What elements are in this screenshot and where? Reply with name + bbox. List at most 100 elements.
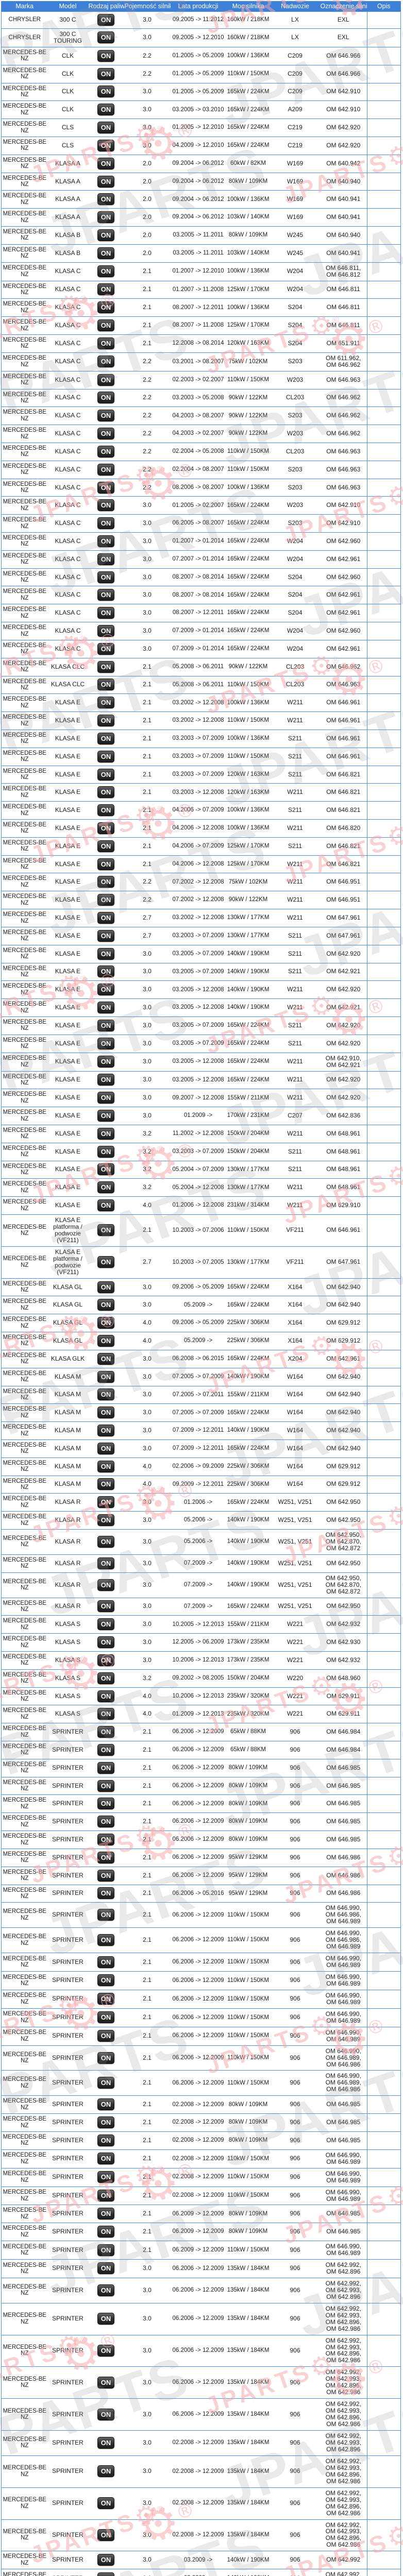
engine-cell: EXL (320, 28, 367, 47)
fuel-type-badge: ON (97, 1019, 115, 1031)
power-cell: 110kW / 150KM (226, 64, 271, 83)
fuel-type-badge: ON (97, 481, 115, 494)
fuel-cell: ON (88, 1597, 124, 1616)
fuel-cell: ON (88, 334, 124, 353)
engine-cell: OM 642.961 (320, 639, 367, 658)
years-cell: 03.2003 -> 12.2008 (170, 783, 226, 802)
opis-cell (367, 1633, 401, 1652)
years-cell: 07.2009 -> (170, 1572, 226, 1598)
fuel-type-badge: ON (97, 1478, 115, 1490)
marka-cell: MERCEDES-BENZ (1, 1385, 48, 1404)
opis-cell (367, 478, 401, 497)
capacity-cell: 2.2 (124, 891, 171, 909)
table-row: MERCEDES-BENZ SPRINTER ON 2.1 06.2006 -> 12.… (1, 1831, 401, 1849)
power-cell: 110kW / 150KM (226, 442, 271, 461)
power-cell: 110kW / 150KM (226, 2026, 271, 2046)
fuel-type-badge: ON (97, 1145, 115, 1158)
table-row: MERCEDES-BENZ KLASA C ON 3.0 08.2007 -> 08.2… (1, 568, 401, 586)
model-cell: CLK (47, 46, 88, 65)
body-cell: W211 (270, 1196, 320, 1215)
model-cell: KLASA E (47, 1160, 88, 1179)
table-row: MERCEDES-BENZ KLASA C ON 2.2 03.2003 -> 05.2… (1, 388, 401, 407)
years-cell: 03.2005 -> 03.2010 (170, 100, 226, 119)
table-row: MERCEDES-BENZ KLASA C ON 2.2 04.2003 -> 08.2… (1, 406, 401, 425)
fuel-type-badge: ON (97, 2208, 115, 2220)
power-cell: 225kW / 306KM (226, 1457, 271, 1476)
table-row: MERCEDES-BENZ KLASA E ON 3.0 03.2005 -> 12.2… (1, 1071, 401, 1089)
years-cell: 04.2006 -> 12.2008 (170, 819, 226, 838)
model-cell: KLASA M (47, 1367, 88, 1386)
table-row: MERCEDES-BENZ SPRINTER ON 3.0 02.2008 -> 12.… (1, 2455, 401, 2488)
table-row: MERCEDES-BENZ KLASA E ON 2.1 04.2006 -> 12.2… (1, 855, 401, 873)
fuel-type-badge: ON (97, 392, 115, 404)
years-cell: 09.2004 -> 06.2012 (170, 172, 226, 191)
capacity-cell: 2.1 (124, 1953, 171, 1972)
marka-cell: MERCEDES-BENZ (1, 496, 48, 515)
engine-cell: OM 640.940 (320, 226, 367, 245)
body-cell: W251, V251 (270, 1529, 320, 1555)
model-cell: 300 C (47, 11, 88, 29)
model-cell: SPRINTER (47, 2259, 88, 2278)
power-cell: 165kW / 224KM (226, 1016, 271, 1035)
opis-cell (367, 118, 401, 137)
years-cell: 08.2007 -> 12.2011 (170, 298, 226, 317)
marka-cell: MERCEDES-BENZ (1, 1052, 48, 1071)
capacity-cell: 3.0 (124, 1529, 171, 1555)
model-cell: SPRINTER (47, 1848, 88, 1867)
fuel-cell: ON (88, 1016, 124, 1035)
engine-cell: OM 648.961 (320, 1178, 367, 1197)
fuel-type-badge: ON (97, 1974, 115, 1987)
power-cell: 225kW / 306KM (226, 1475, 271, 1494)
years-cell: 07.2009 -> 12.2011 (170, 1421, 226, 1440)
marka-cell: MERCEDES-BENZ (1, 1196, 48, 1215)
capacity-cell: 2.2 (124, 352, 171, 371)
power-cell: 90kW / 122KM (226, 891, 271, 909)
model-cell: SPRINTER (47, 2366, 88, 2399)
engine-cell: OM 647.961 (320, 1246, 367, 1279)
opis-cell (367, 1296, 401, 1314)
engine-cell: OM 646.990, OM 646.989 (320, 2167, 367, 2187)
model-cell: KLASA S (47, 1615, 88, 1634)
capacity-cell: 2.0 (124, 226, 171, 245)
marka-cell: MERCEDES-BENZ (1, 729, 48, 748)
marka-cell: MERCEDES-BENZ (1, 2259, 48, 2278)
body-cell: S211 (270, 765, 320, 784)
model-cell: CLK (47, 82, 88, 101)
marka-cell: MERCEDES-BENZ (1, 1089, 48, 1107)
engine-cell: OM 646.984 (320, 1741, 367, 1759)
years-cell: 08.2007 -> 12.2011 (170, 604, 226, 622)
years-cell: 09.2009 -> 12.2011 (170, 1475, 226, 1494)
power-cell: 110kW / 150KM (226, 2241, 271, 2260)
opis-cell (367, 2569, 401, 2576)
model-cell: KLASA C (47, 334, 88, 353)
marka-cell: MERCEDES-BENZ (1, 962, 48, 981)
power-cell: 110kW / 150KM (226, 1214, 271, 1247)
opis-cell (367, 962, 401, 981)
table-row: MERCEDES-BENZ CLS ON 3.0 04.2009 -> 12.2010 1… (1, 136, 401, 155)
fuel-type-badge: ON (97, 1127, 115, 1140)
engine-cell: OM 646.821 (320, 855, 367, 873)
fuel-cell: ON (88, 2519, 124, 2551)
opis-cell (367, 1597, 401, 1616)
power-cell: 125kW / 170KM (226, 316, 271, 335)
body-cell: W203 (270, 496, 320, 515)
fuel-cell: ON (88, 1511, 124, 1530)
engine-cell: OM 642.992, OM 642.993, OM 642.896 (320, 2277, 367, 2303)
engine-cell: OM 629.911 (320, 1687, 367, 1705)
power-cell: 165kW / 224KM (226, 1349, 271, 1368)
table-row: MERCEDES-BENZ CLK ON 3.0 01.2005 -> 05.2009 1… (1, 82, 401, 101)
model-cell: KLASA E platforma / podwozie (VF211) (47, 1214, 88, 1247)
opis-cell (367, 765, 401, 784)
fuel-type-badge: ON (97, 1037, 115, 1049)
fuel-type-badge: ON (97, 535, 115, 547)
model-cell: KLASA E (47, 1089, 88, 1107)
years-cell: 07.2009 -> 12.2011 (170, 1439, 226, 1458)
capacity-cell: 3.0 (124, 550, 171, 569)
body-cell: W251, V251 (270, 1511, 320, 1530)
fuel-type-badge: ON (97, 2497, 115, 2510)
marka-cell: MERCEDES-BENZ (1, 1776, 48, 1795)
power-cell: 110kW / 150KM (226, 370, 271, 389)
engine-cell: OM 651.911 (320, 334, 367, 353)
years-cell: 10.2003 -> 07.2005 (170, 1246, 226, 1279)
